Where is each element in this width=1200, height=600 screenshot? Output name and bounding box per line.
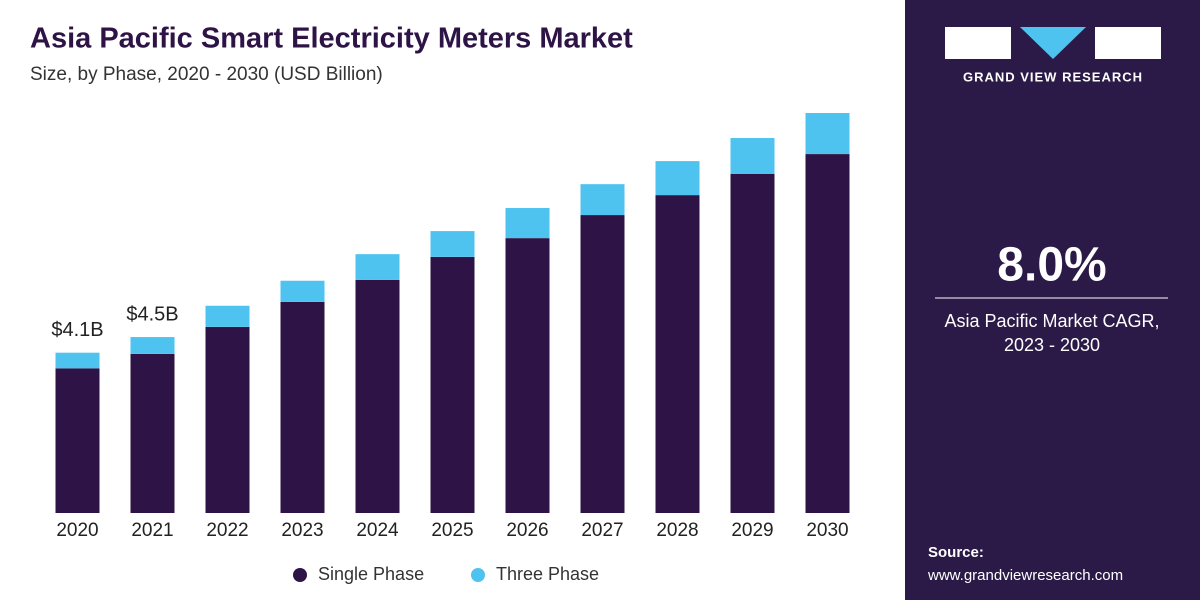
x-tick-label: 2027 (581, 520, 623, 541)
cagr-label: Asia Pacific Market CAGR, (944, 311, 1159, 331)
bar-segment (430, 231, 475, 257)
cagr-label: 2023 - 2030 (1004, 335, 1100, 355)
bar-segment (505, 208, 550, 239)
bar-segment (805, 154, 850, 513)
bar-segment (505, 238, 550, 513)
bar-segment (655, 161, 700, 196)
chart-subtitle: Size, by Phase, 2020 - 2030 (USD Billion… (30, 64, 383, 85)
logo-box (1095, 27, 1161, 59)
total-label: $4.5B (126, 303, 178, 325)
legend-marker (471, 568, 485, 582)
bar-segment (580, 184, 625, 216)
chart-title: Asia Pacific Smart Electricity Meters Ma… (30, 23, 633, 55)
logo-box (945, 27, 1011, 59)
legend-label: Three Phase (496, 564, 599, 584)
x-tick-label: 2024 (356, 520, 399, 541)
bar-segment (355, 254, 400, 280)
bar-segment (730, 138, 775, 175)
bar-segment (205, 326, 250, 513)
x-tick-label: 2022 (206, 520, 248, 541)
sidebar-background (905, 0, 1200, 600)
logo-triangle (1020, 27, 1086, 59)
brand: GRAND VIEW RESEARCH (963, 69, 1143, 84)
x-tick-label: 2021 (131, 520, 173, 541)
bar-segment (205, 305, 250, 327)
source-url: www.grandviewresearch.com (927, 567, 1123, 584)
bar-segment (580, 215, 625, 514)
bar-segment (805, 113, 850, 155)
total-label: $4.1B (51, 319, 103, 341)
bar-segment (55, 368, 100, 513)
x-tick-label: 2029 (731, 520, 773, 541)
source-label: Source: (928, 544, 984, 561)
x-tick-label: 2030 (806, 520, 848, 541)
logo (945, 27, 1161, 59)
bar-segment (355, 279, 400, 513)
x-tick-label: 2025 (431, 520, 473, 541)
legend-label: Single Phase (318, 564, 424, 584)
legend-marker (293, 568, 307, 582)
bar-segment (730, 174, 775, 514)
bar-segment (655, 195, 700, 513)
x-tick-label: 2020 (56, 520, 98, 541)
bar-segment (430, 256, 475, 513)
bar-segment (280, 280, 325, 302)
x-tick-label: 2023 (281, 520, 323, 541)
bar-segment (280, 301, 325, 513)
x-tick-label: 2026 (506, 520, 548, 541)
cagr-value: 8.0% (997, 239, 1106, 292)
bar-segment (130, 337, 175, 354)
bar-segment (55, 352, 100, 369)
x-tick-label: 2028 (656, 520, 698, 541)
bar-segment (130, 353, 175, 513)
